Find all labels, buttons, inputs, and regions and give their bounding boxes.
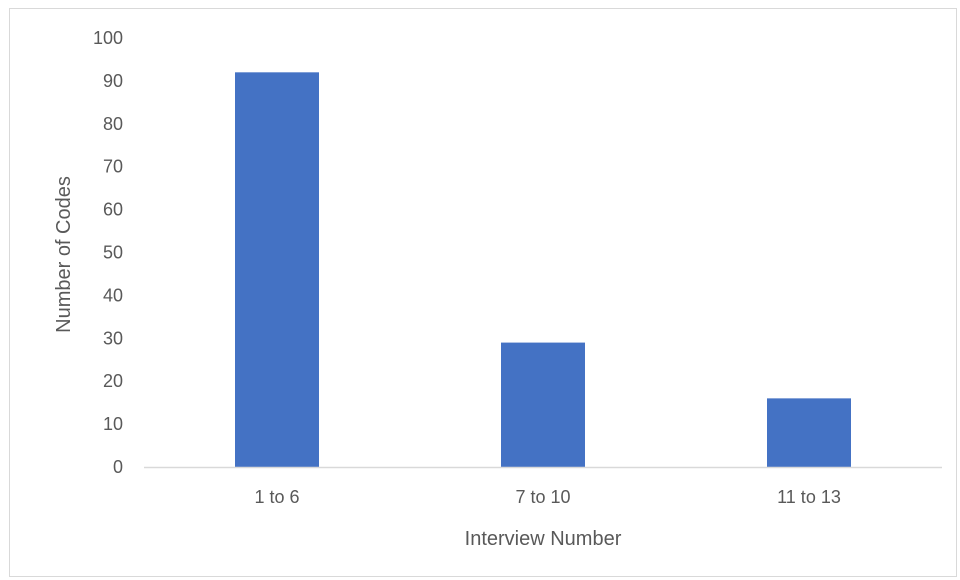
- x-axis-ticks: 1 to 6 7 to 10 11 to 13: [254, 487, 840, 507]
- chart-frame: [9, 8, 957, 577]
- y-tick-label-0: 0: [113, 457, 123, 477]
- x-tick-label-3: 11 to 13: [777, 487, 841, 507]
- y-tick-label-60: 60: [103, 200, 123, 220]
- bar-3: [767, 398, 851, 467]
- x-tick-label-2: 7 to 10: [515, 487, 570, 507]
- y-tick-label-50: 50: [103, 243, 123, 263]
- y-tick-label-40: 40: [103, 285, 123, 305]
- y-tick-label-10: 10: [103, 414, 123, 434]
- y-axis-ticks: 0 10 20 30 40 50 60 70 80 90 100: [93, 28, 123, 477]
- x-axis-title: Interview Number: [465, 528, 622, 550]
- y-tick-label-20: 20: [103, 371, 123, 391]
- y-tick-label-100: 100: [93, 28, 123, 48]
- bar-series: [235, 72, 851, 467]
- y-tick-label-30: 30: [103, 328, 123, 348]
- bar-1: [235, 72, 319, 467]
- y-tick-label-90: 90: [103, 71, 123, 91]
- y-axis-title: Number of Codes: [53, 176, 75, 333]
- bar-2: [501, 342, 585, 467]
- y-tick-label-80: 80: [103, 114, 123, 134]
- y-tick-label-70: 70: [103, 157, 123, 177]
- x-tick-label-1: 1 to 6: [254, 487, 299, 507]
